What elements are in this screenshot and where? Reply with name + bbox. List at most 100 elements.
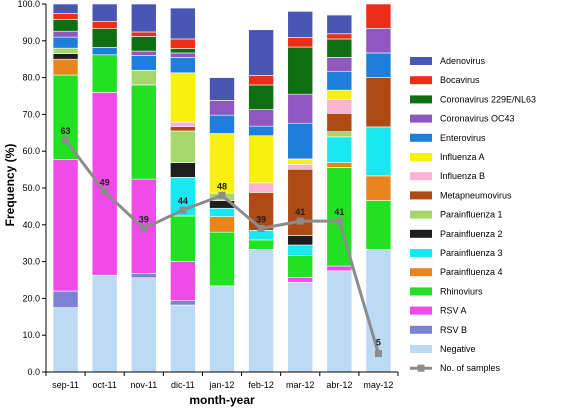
bar-segment-nov-11-3 xyxy=(130,84,157,180)
samples-label: 49 xyxy=(100,178,110,188)
bar-segment-nov-11-1 xyxy=(130,273,157,279)
legend-swatch xyxy=(410,76,432,85)
x-tick-label: oct-11 xyxy=(92,380,116,390)
bar-segment-sep-11-4 xyxy=(52,58,79,76)
bar-segment-jan-12-5 xyxy=(209,207,235,218)
bar-segment-abr-12-14 xyxy=(326,33,353,40)
legend-label: Parainfluenza 3 xyxy=(440,248,503,258)
bar-segment-dic-11-14 xyxy=(170,38,196,49)
x-tick-label: sep-11 xyxy=(52,380,79,390)
bar-segment-feb-12-13 xyxy=(248,84,274,110)
samples-label: 41 xyxy=(295,207,305,217)
legend-label: Negative xyxy=(440,344,476,354)
bar-segment-mar-12-9 xyxy=(287,164,314,170)
y-tick-label: 50.0 xyxy=(22,183,40,193)
samples-label: 39 xyxy=(139,214,149,224)
bar-segment-jan-12-4 xyxy=(209,216,235,233)
samples-point xyxy=(374,350,382,358)
legend-label: Parainfluenza 2 xyxy=(440,229,503,239)
bar-segment-dic-11-0 xyxy=(170,304,196,373)
bar-segment-dic-11-15 xyxy=(170,7,196,40)
legend-swatch xyxy=(410,287,432,296)
samples-point xyxy=(296,217,304,225)
legend-label: Parainfluenza 4 xyxy=(440,267,503,277)
bar-segment-feb-12-8 xyxy=(248,192,274,231)
samples-point xyxy=(179,206,187,214)
legend-label: Coronavirus OC43 xyxy=(440,114,515,124)
bar-segment-mar-12-8 xyxy=(287,168,314,236)
y-axis-title: Frequency (%) xyxy=(3,144,17,227)
bar-segment-jan-12-11 xyxy=(209,114,235,134)
bar-segment-feb-12-3 xyxy=(248,239,274,250)
legend-label: Metapneumovirus xyxy=(440,190,512,200)
y-tick-label: 30.0 xyxy=(22,257,40,267)
bar-segment-sep-11-0 xyxy=(52,307,79,373)
legend-label: Influenza B xyxy=(440,171,485,181)
bar-segment-oct-11-3 xyxy=(91,54,118,93)
y-tick-label: 0.0 xyxy=(27,367,40,377)
samples-label: 48 xyxy=(217,181,227,191)
bar-segment-may-12-11 xyxy=(365,52,392,78)
bar-segment-mar-12-10 xyxy=(287,158,314,165)
bar-segment-mar-12-14 xyxy=(287,37,314,48)
x-tick-label: may-12 xyxy=(363,380,393,390)
bar-segment-sep-11-12 xyxy=(52,30,79,38)
legend-label: Adenovirus xyxy=(440,56,486,66)
bar-segment-mar-12-6 xyxy=(287,235,314,246)
legend-line-marker xyxy=(417,364,425,372)
samples-label: 5 xyxy=(376,338,381,348)
bar-segment-oct-11-13 xyxy=(91,28,118,48)
legend-label: Rhinoviurs xyxy=(440,286,483,296)
legend-swatch xyxy=(410,114,432,123)
samples-point xyxy=(218,191,226,199)
bar-segment-abr-12-0 xyxy=(326,270,353,373)
bar-segment-may-12-12 xyxy=(365,27,392,54)
bar-segment-oct-11-11 xyxy=(91,47,118,56)
bar-segment-mar-12-13 xyxy=(287,46,314,95)
bars-layer xyxy=(52,3,392,373)
y-tick-label: 80.0 xyxy=(22,73,40,83)
legend-swatch xyxy=(410,268,432,277)
bar-segment-may-12-3 xyxy=(365,200,392,250)
bar-segment-dic-11-2 xyxy=(170,261,196,301)
legend-label: Coronavirus 229E/NL63 xyxy=(440,94,536,104)
bar-segment-sep-11-3 xyxy=(52,74,79,160)
legend-swatch xyxy=(410,210,432,219)
bar-segment-feb-12-11 xyxy=(248,125,274,137)
bar-segment-sep-11-11 xyxy=(52,36,79,49)
bar-segment-dic-11-8 xyxy=(170,126,196,132)
legend-swatch xyxy=(410,191,432,200)
x-tick-label: jan-12 xyxy=(208,380,234,390)
legend-swatch xyxy=(410,325,432,334)
bar-segment-dic-11-1 xyxy=(170,300,196,306)
bar-segment-mar-12-15 xyxy=(287,11,314,38)
samples-point xyxy=(257,224,265,232)
bar-segment-may-12-5 xyxy=(365,126,392,177)
bar-segment-abr-12-11 xyxy=(326,71,353,91)
legend-label: RSV A xyxy=(440,306,467,316)
bar-segment-abr-12-5 xyxy=(326,136,353,163)
bar-segment-jan-12-15 xyxy=(209,77,235,101)
samples-label: 44 xyxy=(178,196,188,206)
legend-label: Parainfluenza 1 xyxy=(440,210,503,220)
bar-segment-abr-12-9 xyxy=(326,99,353,114)
y-tick-label: 70.0 xyxy=(22,109,40,119)
bar-segment-feb-12-10 xyxy=(248,135,274,184)
bar-segment-abr-12-15 xyxy=(326,14,353,35)
bar-segment-sep-11-1 xyxy=(52,290,79,308)
samples-point xyxy=(335,217,343,225)
samples-point xyxy=(140,224,148,232)
bar-segment-sep-11-15 xyxy=(52,3,79,14)
bar-segment-nov-11-14 xyxy=(130,31,157,37)
x-tick-label: nov-11 xyxy=(130,380,157,390)
legend-label: Enterovirus xyxy=(440,133,486,143)
bar-segment-oct-11-14 xyxy=(91,20,118,29)
x-axis-title: month-year xyxy=(189,393,255,407)
legend-swatch xyxy=(410,133,432,142)
bar-segment-sep-11-2 xyxy=(52,159,79,292)
bar-segment-nov-11-0 xyxy=(130,277,157,373)
axes-layer: 0.0 10.0 20.0 30.0 40.0 50.0 60.0 70.0 80.0 90.0 1… xyxy=(17,0,399,390)
bar-segment-mar-12-11 xyxy=(287,122,314,160)
legend-swatch xyxy=(410,95,432,104)
